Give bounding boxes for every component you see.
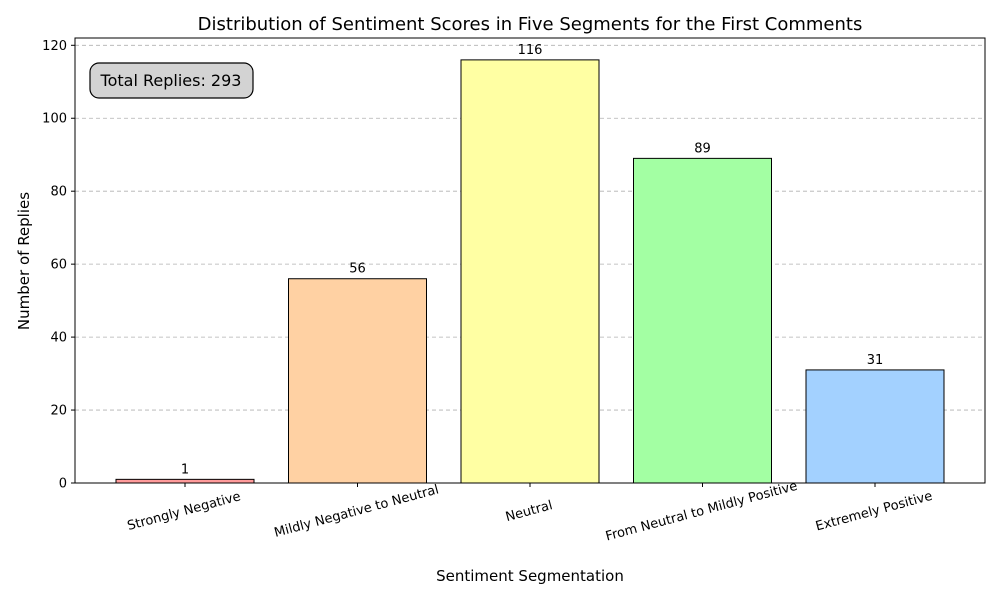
bar <box>460 59 600 484</box>
bar <box>805 369 945 484</box>
x-axis-ticks: Strongly Negative Mildly Negative to Neut… <box>126 479 934 545</box>
x-axis-label: Sentiment Segmentation <box>436 567 624 585</box>
y-axis-label: Number of Replies <box>15 192 33 330</box>
bar-value-label: 31 <box>867 353 884 368</box>
total-replies-annotation: Total Replies: 293 <box>89 62 254 99</box>
bars <box>115 59 945 484</box>
bar-value-label: 1 <box>181 462 189 477</box>
y-tick-label: 120 <box>42 39 67 54</box>
annotation-text: Total Replies: 293 <box>100 71 242 90</box>
y-tick-label: 40 <box>50 331 67 346</box>
bar-value-label: 56 <box>349 262 366 277</box>
y-tick-label: 100 <box>42 112 67 127</box>
y-tick-label: 0 <box>59 477 67 492</box>
y-tick-label: 60 <box>50 258 67 273</box>
data-labels: 1 56 116 89 31 <box>181 43 883 477</box>
y-tick-label: 20 <box>50 404 67 419</box>
x-tick-label: Mildly Negative to Neutral <box>273 482 441 540</box>
bar <box>288 278 427 484</box>
bar-value-label: 89 <box>694 141 711 156</box>
x-tick-label: Extremely Positive <box>814 489 934 535</box>
x-tick-label: From Neutral to Mildly Positive <box>604 479 799 545</box>
annotation-box <box>89 62 254 99</box>
x-tick-label: Neutral <box>504 498 554 525</box>
x-tick-label: Strongly Negative <box>126 489 243 534</box>
bar-value-label: 116 <box>518 43 543 58</box>
bar <box>115 478 255 484</box>
bar <box>633 157 772 484</box>
chart-title: Distribution of Sentiment Scores in Five… <box>198 14 863 35</box>
y-axis-ticks: 0 20 40 60 80 100 120 <box>42 39 75 492</box>
y-tick-label: 80 <box>50 185 67 200</box>
